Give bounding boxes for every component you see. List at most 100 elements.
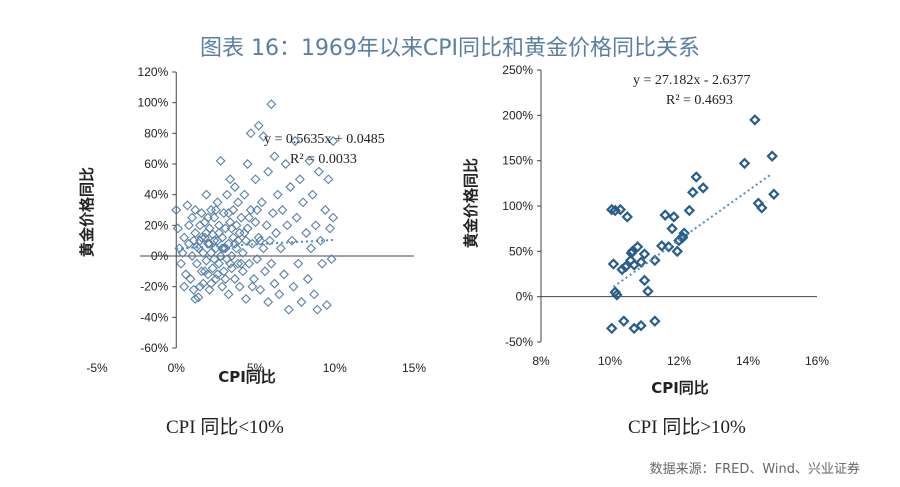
scatter-point (683, 204, 696, 217)
scatter-point (611, 289, 623, 301)
right-caption: CPI 同比>10% (628, 417, 746, 438)
right-r-squared: R² = 0.4693 (666, 93, 733, 108)
scatter-point (607, 258, 620, 270)
right-y-label: 黄金价格同比 (462, 158, 480, 248)
left-y-ticks: 120%100%80%60%40%20%0%-20%-40%-60% (138, 65, 177, 355)
scatter-point (260, 266, 270, 277)
scatter-point (655, 240, 668, 252)
scatter-point (171, 205, 182, 215)
scatter-point (749, 114, 761, 126)
scatter-point (325, 223, 335, 234)
scatter-point (234, 228, 245, 238)
scatter-point (202, 269, 213, 280)
y-tick-label: -40% (140, 310, 168, 324)
left-r-squared: R² = 0.0033 (290, 152, 357, 167)
scatter-point (228, 205, 239, 215)
scatter-point (226, 251, 237, 261)
scatter-point (635, 256, 647, 268)
scatter-point (323, 174, 334, 185)
x-tick-label: -5% (86, 361, 108, 375)
y-tick-label: -20% (140, 280, 168, 294)
scatter-point (618, 315, 630, 327)
scatter-point (687, 186, 699, 199)
y-tick-label: 80% (144, 126, 168, 140)
scatter-point (214, 228, 225, 238)
scatter-point (176, 258, 186, 269)
scatter-point (328, 136, 339, 146)
scatter-point (320, 205, 331, 215)
scatter-point (204, 284, 215, 295)
scatter-point (217, 243, 228, 254)
left-y-label: 黄金价格同比 (78, 167, 96, 257)
scatter-point (283, 304, 294, 315)
scatter-point (605, 322, 618, 335)
scatter-point (768, 188, 780, 200)
scatter-point (301, 228, 312, 238)
scatter-point (190, 205, 201, 215)
right-x-ticks: 8% 10% 12% 14% 16% (532, 354, 829, 368)
scatter-point (302, 274, 313, 284)
scatter-point (766, 150, 778, 162)
scatter-point (697, 182, 709, 194)
scatter-point (209, 254, 220, 265)
scatter-point (229, 238, 240, 249)
scatter-point (269, 151, 280, 162)
scatter-point (638, 248, 651, 260)
scatter-point (215, 251, 226, 261)
scatter-point (183, 220, 194, 231)
scatter-point (258, 131, 269, 142)
scatter-point (756, 202, 768, 214)
scatter-point (642, 285, 654, 297)
scatter-point (659, 209, 671, 221)
scatter-point (242, 159, 253, 169)
scatter-point (182, 200, 193, 211)
scatter-point (231, 220, 242, 231)
right-chart: 250% 200% 150% 100% 50% 0% -50% 8% 10% 12% 14% 16%… (462, 63, 829, 397)
scatter-point (225, 174, 236, 185)
scatter-point (201, 255, 212, 266)
scatter-point (188, 235, 199, 246)
scatter-point (212, 269, 223, 280)
scatter-point (241, 235, 251, 246)
scatter-point (638, 274, 651, 287)
scatter-point (252, 205, 263, 215)
scatter-point (315, 235, 326, 246)
scatter-point (668, 211, 680, 223)
scatter-point (282, 220, 293, 231)
scatter-point (210, 205, 221, 215)
scatter-point (226, 263, 237, 274)
scatter-point (237, 266, 248, 277)
scatter-point (187, 212, 198, 223)
right-points (605, 114, 780, 335)
scatter-point (188, 284, 199, 295)
scatter-point (616, 263, 628, 276)
scatter-point (223, 208, 234, 219)
scatter-point (209, 235, 220, 246)
scatter-point (237, 247, 248, 258)
scatter-point (196, 266, 207, 277)
scatter-point (649, 254, 661, 267)
y-tick-label: 150% (502, 154, 533, 168)
scatter-point (196, 208, 207, 219)
left-points (171, 99, 339, 315)
scatter-point (239, 189, 250, 200)
y-tick-label: 50% (509, 244, 533, 258)
scatter-point (202, 238, 213, 249)
scatter-point (245, 205, 256, 215)
scatter-point (217, 281, 228, 292)
left-equation: y = 0.5635x + 0.0485 (264, 132, 385, 147)
y-tick-label: 100% (138, 96, 169, 110)
scatter-point (263, 166, 274, 177)
scatter-point (215, 155, 226, 166)
scatter-point (304, 155, 315, 166)
left-chart: 120% 100% 80% 60% 40% 20% 0% -20% -40% -60% -5% 0%… (78, 65, 426, 386)
scatter-point (236, 258, 247, 269)
scatter-point (190, 293, 201, 304)
scatter-point (267, 208, 278, 219)
y-tick-label: 200% (502, 108, 533, 122)
source-note: 数据来源：FRED、Wind、兴业证券 (649, 462, 860, 477)
scatter-point (185, 274, 196, 284)
scatter-point (274, 289, 285, 300)
scatter-point (206, 278, 217, 289)
